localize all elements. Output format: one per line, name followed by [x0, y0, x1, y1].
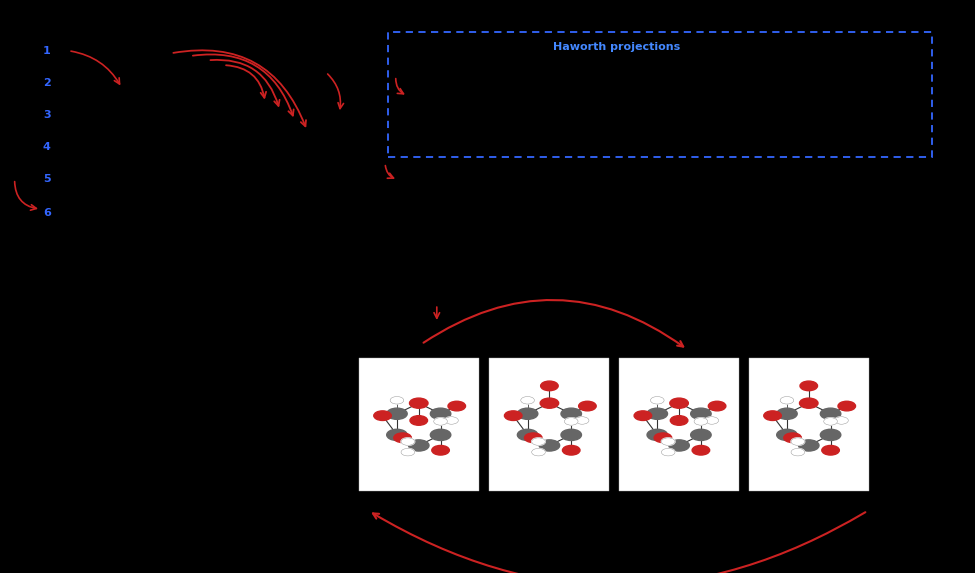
- Bar: [388, 32, 932, 158]
- Circle shape: [518, 408, 538, 419]
- Circle shape: [401, 449, 414, 456]
- Circle shape: [373, 411, 391, 421]
- Circle shape: [654, 433, 672, 442]
- Circle shape: [692, 445, 710, 455]
- Circle shape: [800, 398, 818, 408]
- Circle shape: [575, 417, 589, 424]
- Circle shape: [670, 398, 688, 408]
- Circle shape: [763, 411, 781, 421]
- Bar: [749, 358, 869, 491]
- Text: 6: 6: [43, 209, 51, 218]
- Circle shape: [820, 429, 840, 441]
- Circle shape: [647, 429, 668, 441]
- Circle shape: [647, 408, 668, 419]
- Text: 3: 3: [43, 110, 51, 120]
- Circle shape: [394, 433, 411, 442]
- Circle shape: [708, 401, 725, 411]
- Circle shape: [410, 398, 428, 408]
- Circle shape: [561, 429, 581, 441]
- Circle shape: [540, 398, 559, 408]
- Circle shape: [525, 433, 542, 442]
- Circle shape: [690, 429, 711, 441]
- Circle shape: [780, 397, 794, 404]
- Circle shape: [563, 445, 580, 455]
- Text: Haworth projections: Haworth projections: [553, 42, 681, 52]
- Circle shape: [565, 418, 578, 425]
- Circle shape: [791, 449, 804, 456]
- Circle shape: [432, 445, 449, 455]
- Text: 5: 5: [43, 174, 51, 184]
- Circle shape: [694, 418, 708, 425]
- Bar: [359, 358, 479, 491]
- Circle shape: [410, 415, 427, 425]
- Circle shape: [434, 418, 448, 425]
- Circle shape: [705, 417, 719, 424]
- Circle shape: [791, 438, 804, 445]
- Circle shape: [445, 417, 458, 424]
- Circle shape: [409, 440, 429, 451]
- Circle shape: [800, 381, 817, 391]
- Circle shape: [504, 411, 522, 421]
- Circle shape: [387, 408, 408, 419]
- Circle shape: [661, 449, 675, 456]
- Circle shape: [387, 429, 408, 441]
- Text: 2: 2: [43, 78, 51, 88]
- Bar: [619, 358, 739, 491]
- Circle shape: [784, 433, 801, 442]
- Circle shape: [518, 429, 538, 441]
- Circle shape: [669, 440, 689, 451]
- Circle shape: [777, 408, 798, 419]
- Circle shape: [430, 429, 450, 441]
- Circle shape: [661, 438, 675, 445]
- Circle shape: [835, 417, 848, 424]
- Circle shape: [671, 415, 687, 425]
- Circle shape: [531, 438, 545, 445]
- Circle shape: [448, 401, 465, 411]
- Circle shape: [561, 408, 581, 419]
- Circle shape: [650, 397, 664, 404]
- Circle shape: [521, 397, 534, 404]
- Circle shape: [820, 408, 840, 419]
- Circle shape: [634, 411, 651, 421]
- Text: 1: 1: [43, 46, 51, 56]
- Circle shape: [822, 445, 839, 455]
- Circle shape: [531, 449, 545, 456]
- Circle shape: [390, 397, 404, 404]
- Circle shape: [777, 429, 798, 441]
- Circle shape: [430, 408, 450, 419]
- Circle shape: [578, 401, 596, 411]
- Circle shape: [690, 408, 711, 419]
- Circle shape: [799, 440, 819, 451]
- Circle shape: [539, 440, 560, 451]
- Circle shape: [540, 381, 558, 391]
- Circle shape: [401, 438, 414, 445]
- Text: 4: 4: [43, 142, 51, 152]
- Circle shape: [838, 401, 855, 411]
- Bar: [489, 358, 609, 491]
- Circle shape: [824, 418, 838, 425]
